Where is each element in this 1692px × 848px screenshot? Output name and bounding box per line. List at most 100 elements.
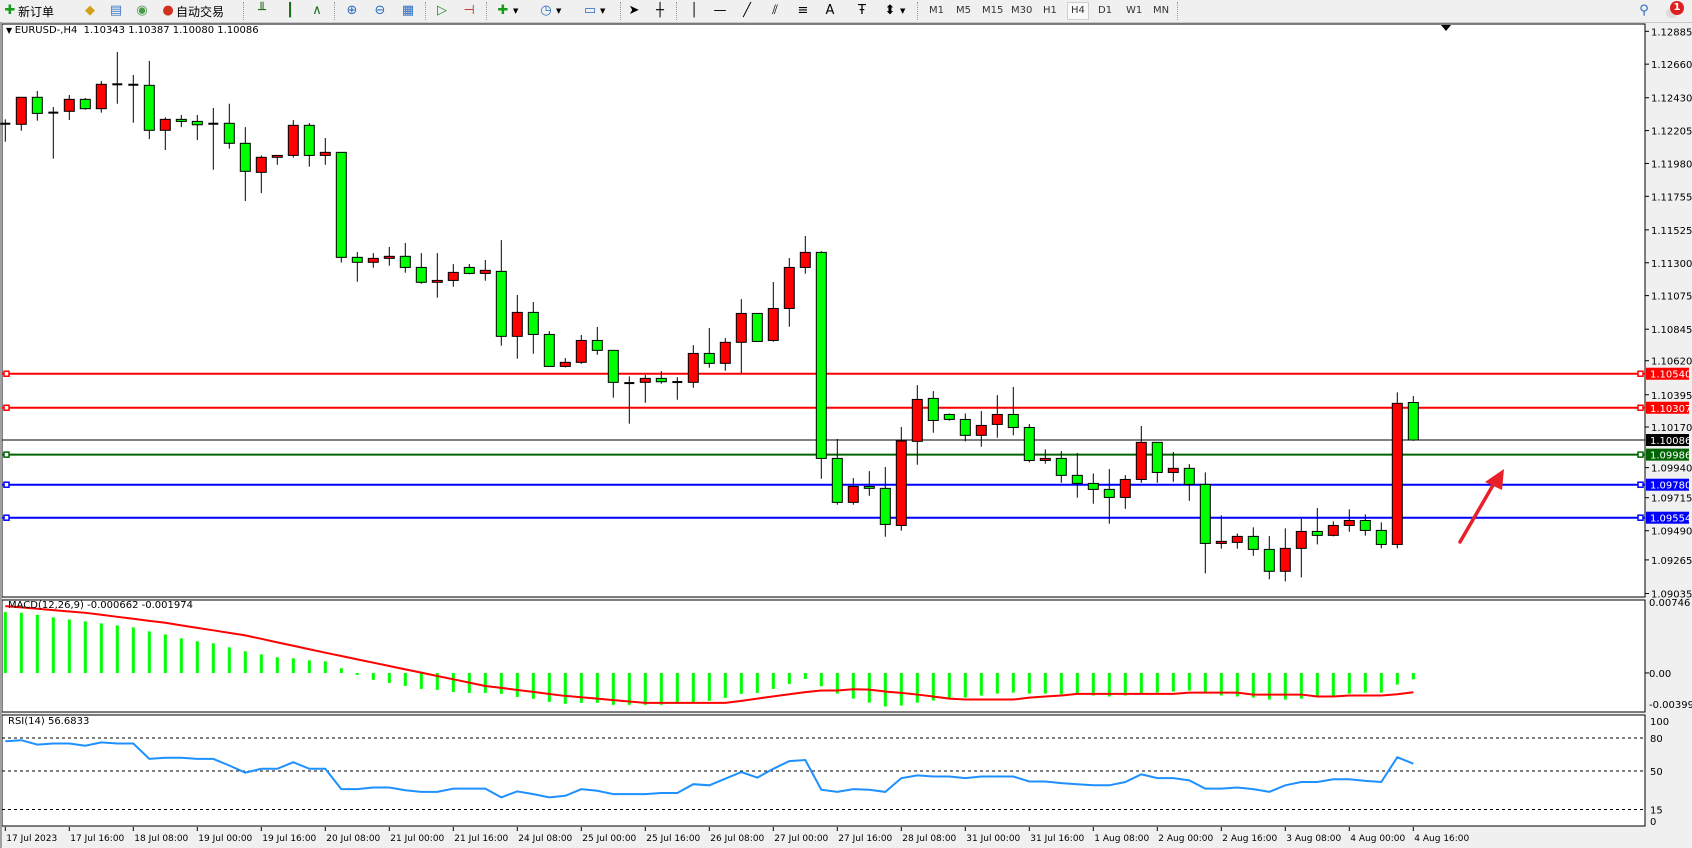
price-axis-label: 1.09715 [1651,494,1692,505]
collapse-triangle-icon[interactable]: ▼ [6,26,15,35]
arrows-tool[interactable]: ⬍ ▼ [882,2,906,20]
candle-body-bearish [1375,529,1387,545]
vertical-line-tool[interactable]: │ [686,2,702,20]
trendline-tool[interactable]: ╱ [739,2,755,20]
periods-button[interactable]: ◷ ▼ [538,2,561,20]
candle-body-bearish [703,352,715,364]
time-axis-label: 25 Jul 00:00 [582,834,636,844]
price-axis-label: 1.09265 [1651,556,1692,567]
candle-body-bullish [1327,524,1339,536]
chart-window[interactable]: 1.12885 1.12660 1.12430 1.12205 1.11980 1.117… [0,22,1692,848]
macd-panel[interactable] [1,599,1646,713]
candle-body-bullish [479,269,491,274]
terminal-button[interactable]: ▤ [108,2,124,20]
chart-shift-marker-icon[interactable] [1441,25,1451,31]
line-handle-right[interactable] [1637,370,1644,377]
auto-trading-button[interactable]: ● 自动交易 [160,2,224,20]
macd-histogram-bar [1283,672,1287,700]
macd-histogram-bar [355,672,359,675]
candle-body-bullish [575,339,587,363]
candlestick-icon: ┃ [286,3,294,18]
time-axis-label: 2 Aug 16:00 [1222,834,1277,844]
history-center-button[interactable]: ◆ [82,2,98,20]
timeframe-m5[interactable]: M5 [956,5,971,16]
horizontal-line-tool[interactable]: — [712,2,728,20]
macd-histogram-bar [323,661,327,673]
bar-chart-button[interactable]: ╨ [254,2,270,20]
candle-body-bearish [239,142,251,172]
auto-trading-label: 自动交易 [176,4,225,19]
timeframe-m15[interactable]: M15 [982,5,1004,16]
timeframe-h1[interactable]: H1 [1043,5,1057,16]
timeframe-h4[interactable]: H4 [1067,2,1089,20]
crosshair-tool[interactable]: ┼ [652,2,668,20]
notifications-button[interactable]: 1 [1664,1,1684,21]
macd-histogram-bar [387,672,391,683]
time-axis-label: 28 Jul 08:00 [902,834,956,844]
timeframe-w1[interactable]: W1 [1126,5,1143,16]
line-handle-right[interactable] [1637,404,1644,412]
line-handle-right[interactable] [1637,481,1644,488]
cursor-icon: ➤ [628,3,640,18]
candle-body-bullish [687,352,699,383]
macd-histogram-bar [1315,672,1319,697]
text-label-tool[interactable]: Ŧ [854,2,870,20]
line-handle-left[interactable] [3,514,10,521]
auto-scroll-button[interactable]: ▷ [434,2,450,20]
candle-body-bearish [1359,519,1371,531]
timeframe-m30[interactable]: M30 [1011,5,1033,16]
macd-histogram-bar [1411,672,1415,680]
line-handle-left[interactable] [3,404,10,412]
macd-histogram-bar [1219,672,1223,696]
candle-body-bullish [63,98,75,112]
templates-button[interactable]: ▭ ▼ [582,2,606,20]
arrows-icon: ⬍ [884,3,896,18]
macd-histogram-bar [579,672,583,703]
rsi-axis-label: 80 [1650,734,1663,745]
macd-signal-line [5,605,1414,704]
macd-histogram-bar [755,672,759,693]
line-chart-button[interactable]: ∧ [309,2,325,20]
candlestick-button[interactable]: ┃ [282,2,298,20]
candle-body-bearish [351,256,363,263]
cursor-tool[interactable]: ➤ [626,2,642,20]
equidistant-channel-icon: ⫽ [772,3,778,18]
text-tool[interactable]: A [822,2,838,20]
price-level-tag [1646,511,1689,524]
search-button[interactable]: ⚲ [1636,2,1652,20]
line-handle-right[interactable] [1637,451,1644,458]
timeframe-d1[interactable]: D1 [1098,5,1113,16]
macd-histogram-bar [1123,672,1127,696]
line-handle-left[interactable] [3,370,10,377]
indicators-button[interactable]: ✚ ▼ [495,2,519,20]
vertical-line-icon: │ [690,3,698,18]
zoom-out-button[interactable]: ⊖ [372,2,388,20]
price-level-label: 1.09780 [1650,481,1691,492]
macd-histogram-bar [899,672,903,706]
zoom-in-button[interactable]: ⊕ [344,2,360,20]
symbol-ohlc-label: EURUSD-,H4 1.10343 1.10387 1.10080 1.100… [14,25,259,36]
timeframe-mn[interactable]: MN [1153,5,1170,16]
channel-tool[interactable]: ⫽ [767,2,783,20]
new-order-button[interactable]: ✚ 新订单 [2,2,54,20]
fibonacci-tool[interactable]: ≡ [795,2,811,20]
candle-body-bearish [31,96,43,114]
line-handle-left[interactable] [3,481,10,488]
price-level-tag [1646,401,1689,414]
line-handle-right[interactable] [1637,514,1644,521]
tile-windows-button[interactable]: ▦ [400,2,416,20]
macd-histogram-bar [51,617,55,673]
signals-button[interactable]: ◉ [134,2,150,20]
macd-histogram-bar [1251,672,1255,698]
time-axis-label: 20 Jul 08:00 [326,834,380,844]
line-handle-left[interactable] [3,451,10,458]
add-indicator-icon: ✚ [497,3,509,18]
printer-icon: ▤ [109,3,123,18]
auto-scroll-icon: ▷ [437,3,447,18]
timeframe-m1[interactable]: M1 [929,5,944,16]
time-axis-label: 17 Jul 16:00 [70,834,124,844]
toolbar: ✚ 新订单 ◆ ▤ ◉ ● 自动交易 ╨ ┃ ∧ ⊕ ⊖ ▦ ▷ ⊣ ✚ ▼ ◷ ▼… [0,0,1692,23]
price-level-tag [1646,478,1689,491]
macd-histogram-bar [1187,672,1191,691]
chart-shift-button[interactable]: ⊣ [461,2,477,20]
